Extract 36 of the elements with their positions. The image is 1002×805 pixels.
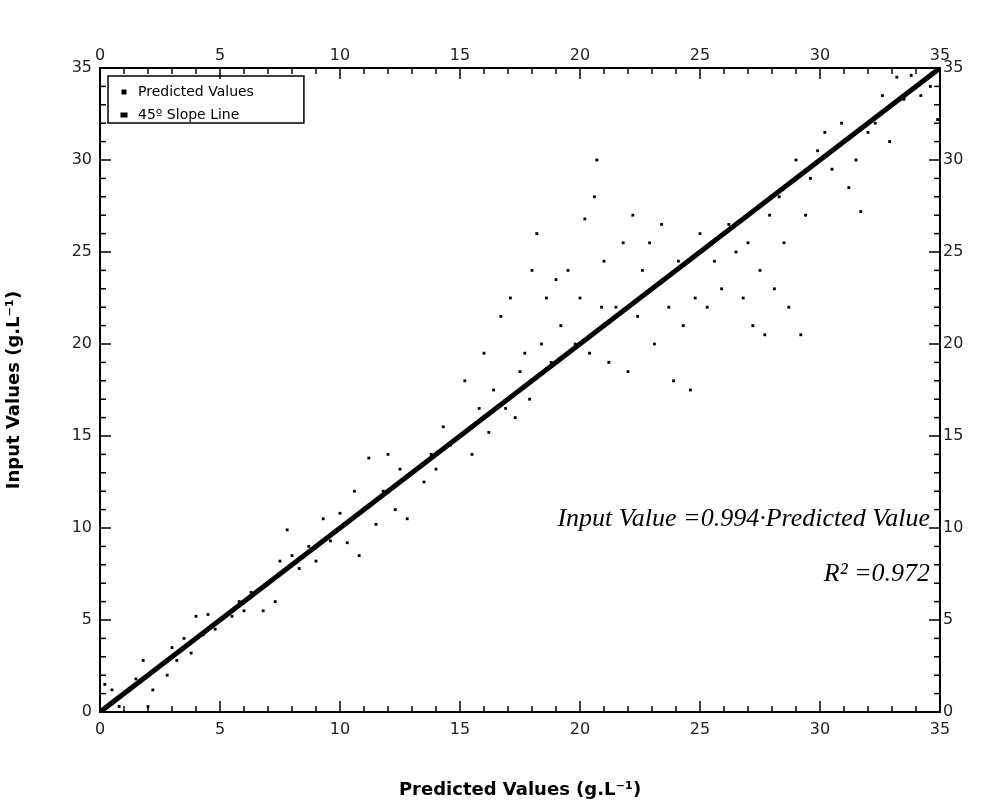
y2-tick-label: 10 [943,517,964,537]
y-tick-label: 30 [71,149,92,169]
y2-tick-label: 5 [943,609,954,629]
y2-tick-label: 0 [943,701,954,721]
x-tick-label: 20 [569,44,591,64]
annotation: R² =0.972 [822,558,930,587]
x-tick-label: 10 [329,44,351,64]
x2-tick-label: 30 [809,718,831,738]
x-tick-label: 15 [449,44,471,64]
y2-tick-label: 25 [943,241,964,261]
y-tick-label: 25 [71,241,92,261]
x-axis-title: Predicted Values (g.L⁻¹) [398,777,642,799]
y-tick-label: 35 [71,57,92,77]
x-tick-label: 30 [809,44,831,64]
y-tick-label: 20 [71,333,92,353]
x-tick-label: 0 [94,44,106,64]
legend-label: 45º Slope Line [138,105,240,122]
y2-tick-label: 20 [943,333,964,353]
y-tick-label: 10 [71,517,92,537]
x2-tick-label: 0 [94,718,106,738]
legend-label: Predicted Values [138,82,254,99]
x2-tick-label: 15 [449,718,471,738]
x2-tick-label: 20 [569,718,591,738]
x-tick-label: 25 [689,44,711,64]
y-tick-label: 15 [71,425,92,445]
y2-tick-label: 15 [943,425,964,445]
x2-tick-label: 10 [329,718,351,738]
x2-tick-label: 35 [929,718,951,738]
y-axis-title: Input Values (g.L⁻¹) [2,290,24,490]
x2-tick-label: 5 [214,718,226,738]
x2-tick-label: 25 [689,718,711,738]
annotation: Input Value =0.994·Predicted Value [556,503,930,532]
y-tick-label: 0 [81,701,92,721]
y-tick-label: 5 [81,609,92,629]
x-tick-label: 5 [214,44,226,64]
y2-tick-label: 30 [943,149,964,169]
